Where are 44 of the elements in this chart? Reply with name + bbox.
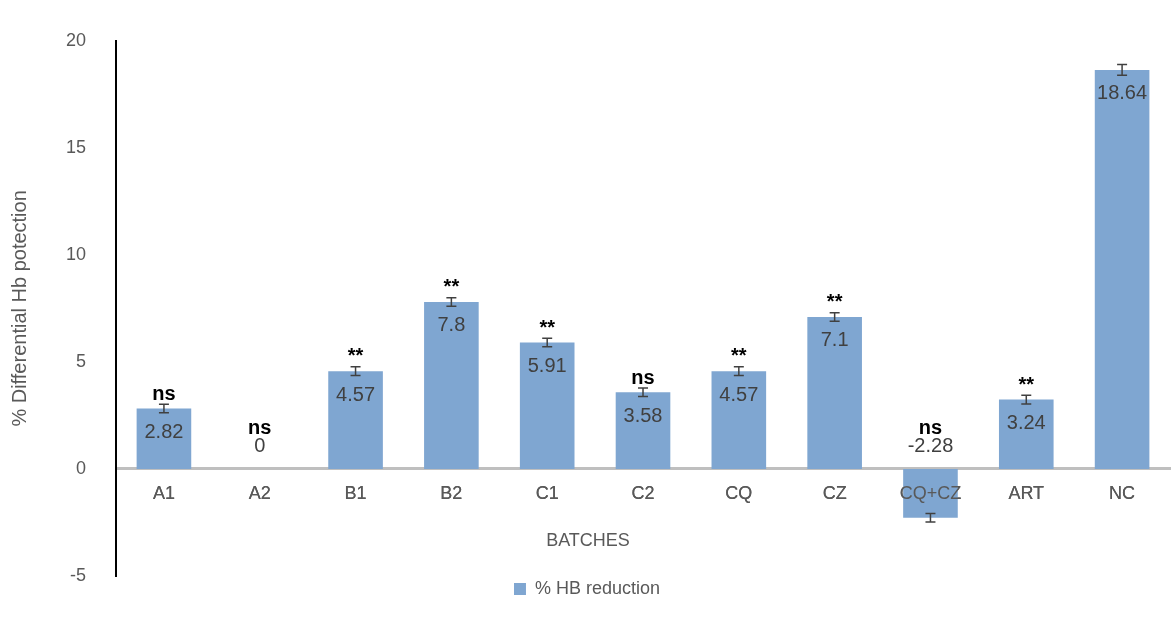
x-tick-label: B1 bbox=[344, 482, 367, 503]
bar bbox=[615, 392, 671, 469]
bar bbox=[807, 316, 862, 469]
annotation: ** bbox=[731, 344, 747, 367]
data-label: 18.64 bbox=[1097, 81, 1148, 104]
y-tick-label: 15 bbox=[65, 136, 87, 157]
annotation: ** bbox=[826, 290, 843, 313]
annotation: ** bbox=[443, 275, 460, 298]
y-tick-label: 10 bbox=[65, 243, 87, 264]
y-axis-title: % Differential Hb potection bbox=[7, 190, 30, 427]
x-tick-label: C1 bbox=[535, 482, 559, 503]
x-tick-label: A2 bbox=[248, 482, 271, 503]
annotation: ** bbox=[539, 315, 556, 338]
annotation: ns bbox=[152, 381, 176, 404]
x-tick-label: C2 bbox=[631, 482, 655, 503]
y-tick-label: 5 bbox=[76, 350, 87, 371]
bar bbox=[1094, 69, 1150, 469]
x-tick-label: CQ bbox=[725, 482, 753, 503]
x-axis-title: BATCHES bbox=[545, 530, 631, 551]
annotation: ** bbox=[347, 344, 364, 367]
annotation: ns bbox=[631, 365, 655, 388]
data-label: 7.1 bbox=[820, 328, 849, 351]
data-label: 5.91 bbox=[527, 353, 567, 376]
y-tick-label: 20 bbox=[65, 29, 87, 50]
data-label: 4.57 bbox=[336, 382, 376, 405]
x-tick-label: NC bbox=[1109, 482, 1136, 503]
data-label: 2.82 bbox=[144, 420, 184, 443]
x-tick-label: A1 bbox=[152, 482, 175, 503]
bar bbox=[711, 371, 767, 469]
x-tick-label: ART bbox=[1008, 482, 1045, 503]
data-label: 3.58 bbox=[623, 403, 663, 426]
data-label: 4.57 bbox=[719, 382, 759, 405]
legend-label: % HB reduction bbox=[534, 577, 661, 598]
bar bbox=[328, 371, 383, 469]
data-label: 3.24 bbox=[1006, 411, 1046, 434]
bar bbox=[998, 399, 1054, 469]
y-tick-label: 0 bbox=[76, 457, 87, 478]
x-tick-label: CZ bbox=[822, 482, 847, 503]
x-tick-label: B2 bbox=[440, 482, 463, 503]
annotation: ** bbox=[1018, 372, 1035, 395]
bar bbox=[519, 342, 575, 469]
data-label: 7.8 bbox=[437, 313, 466, 336]
bar bbox=[424, 301, 479, 469]
y-tick-label: -5 bbox=[70, 564, 87, 585]
